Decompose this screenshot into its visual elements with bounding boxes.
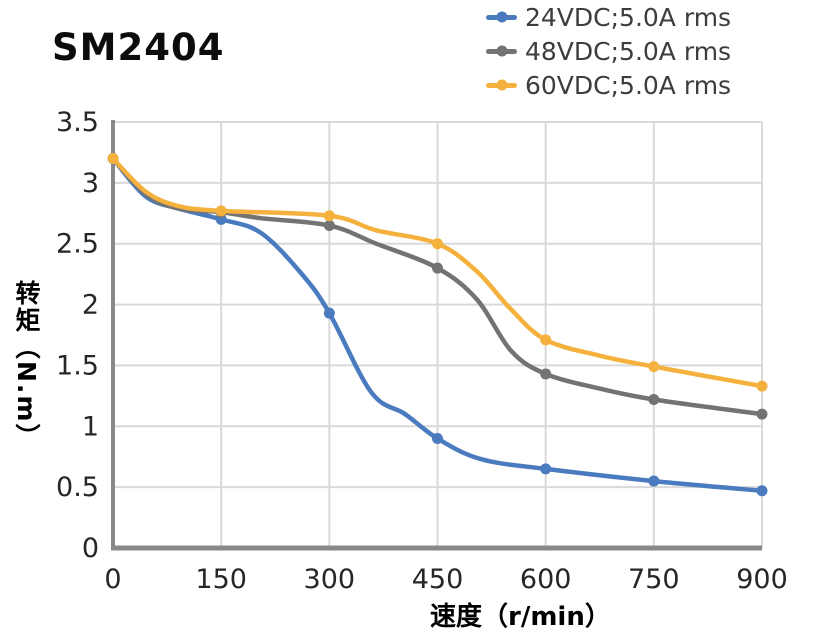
x-tick-label: 750 bbox=[628, 564, 680, 595]
y-axis-title: 转矩（N.m） bbox=[12, 280, 41, 451]
legend-dot-icon bbox=[496, 45, 507, 57]
legend-item-label: 60VDC;5.0A rms bbox=[525, 70, 732, 100]
x-tick-label: 450 bbox=[412, 564, 464, 595]
data-point-marker-60vdc bbox=[107, 153, 119, 165]
data-point-marker-60vdc bbox=[323, 210, 335, 222]
y-tick-label: 1.5 bbox=[56, 350, 99, 381]
data-point-marker-24vdc bbox=[432, 432, 443, 444]
y-tick-label: 2.5 bbox=[56, 229, 99, 260]
x-tick-label: 0 bbox=[104, 564, 121, 595]
legend-item: 48VDC;5.0A rms bbox=[486, 34, 731, 68]
y-tick-label: 0.5 bbox=[56, 472, 99, 503]
x-tick-label: 600 bbox=[520, 564, 572, 595]
data-point-marker-24vdc bbox=[540, 463, 552, 475]
data-point-marker-24vdc bbox=[323, 307, 335, 319]
legend-item-label: 24VDC;5.0A rms bbox=[525, 2, 732, 32]
page-title: SM2404 bbox=[52, 26, 225, 69]
y-tick-label: 0 bbox=[82, 533, 99, 564]
x-tick-label: 300 bbox=[304, 564, 356, 595]
data-point-marker-48vdc bbox=[432, 262, 443, 274]
y-tick-label: 3 bbox=[82, 168, 99, 199]
legend-item-label: 48VDC;5.0A rms bbox=[525, 36, 732, 66]
data-point-marker-60vdc bbox=[756, 380, 768, 392]
data-point-marker-60vdc bbox=[215, 205, 227, 217]
data-point-marker-48vdc bbox=[756, 408, 768, 420]
y-tick-label: 2 bbox=[82, 290, 99, 321]
data-point-marker-48vdc bbox=[323, 219, 335, 231]
data-point-marker-24vdc bbox=[756, 485, 768, 497]
legend-line-marker-icon bbox=[486, 79, 517, 91]
data-point-marker-60vdc bbox=[648, 361, 660, 373]
data-point-marker-60vdc bbox=[432, 238, 443, 250]
legend-dot-icon bbox=[496, 79, 507, 91]
data-point-marker-48vdc bbox=[540, 368, 552, 380]
x-axis-title: 速度（r/min） bbox=[430, 602, 611, 632]
data-point-marker-60vdc bbox=[540, 334, 552, 346]
legend-item: 24VDC;5.0A rms bbox=[486, 0, 731, 34]
legend-dot-icon bbox=[496, 11, 507, 23]
y-tick-label: 1 bbox=[82, 411, 99, 442]
data-point-marker-24vdc bbox=[648, 475, 660, 487]
legend: 24VDC;5.0A rms 48VDC;5.0A rms 60VDC;5.0A r… bbox=[486, 0, 731, 102]
legend-item: 60VDC;5.0A rms bbox=[486, 68, 731, 102]
x-tick-label: 900 bbox=[736, 564, 788, 595]
data-point-marker-48vdc bbox=[648, 394, 660, 406]
x-tick-label: 150 bbox=[195, 564, 247, 595]
legend-line-marker-icon bbox=[486, 11, 517, 23]
legend-line-marker-icon bbox=[486, 45, 517, 57]
y-tick-label: 3.5 bbox=[56, 107, 99, 138]
